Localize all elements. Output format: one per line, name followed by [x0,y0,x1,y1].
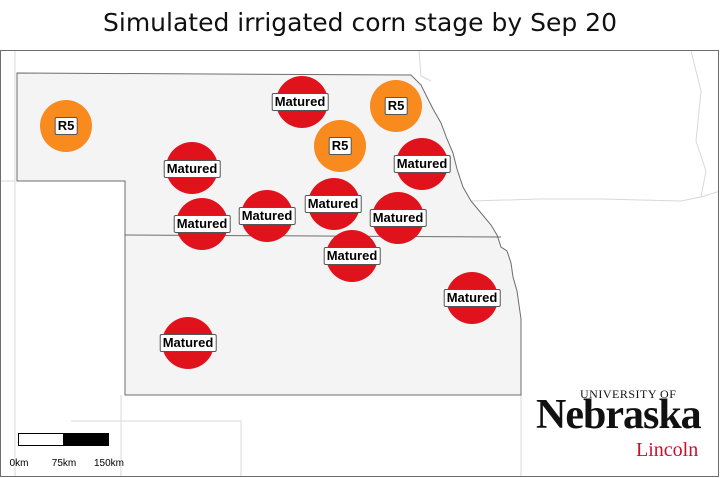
logo-university-text: UNIVERSITY OF [580,387,677,401]
marker-label: Matured [393,155,451,173]
marker-label: Matured [369,209,427,227]
border-ia-east [690,51,707,198]
marker-label: R5 [328,137,352,155]
marker-label: Matured [163,160,221,178]
scale-bar-white-segment [18,433,64,446]
logo-lincoln-text: Lincoln [636,439,699,461]
scale-label-150: 150km [93,458,125,469]
marker-label: Matured [238,207,296,225]
border-ia-mo [470,191,718,202]
marker-label: Matured [173,215,231,233]
marker-label: Matured [443,289,501,307]
border-sd-north [418,51,432,82]
border-ok [71,420,242,476]
marker-label: Matured [271,93,329,111]
logo-nebraska-text: Nebraska [536,392,702,438]
marker-label: Matured [304,195,362,213]
marker-label: Matured [323,247,381,265]
marker-label: R5 [384,97,408,115]
scale-label-0: 0km [9,458,29,469]
scale-bar-black-segment [63,433,109,446]
marker-label: Matured [159,334,217,352]
scale-label-75: 75km [51,458,77,469]
marker-label: R5 [54,117,78,135]
neighbor-state-borders [1,51,718,476]
map-title: Simulated irrigated corn stage by Sep 20 [103,8,617,37]
